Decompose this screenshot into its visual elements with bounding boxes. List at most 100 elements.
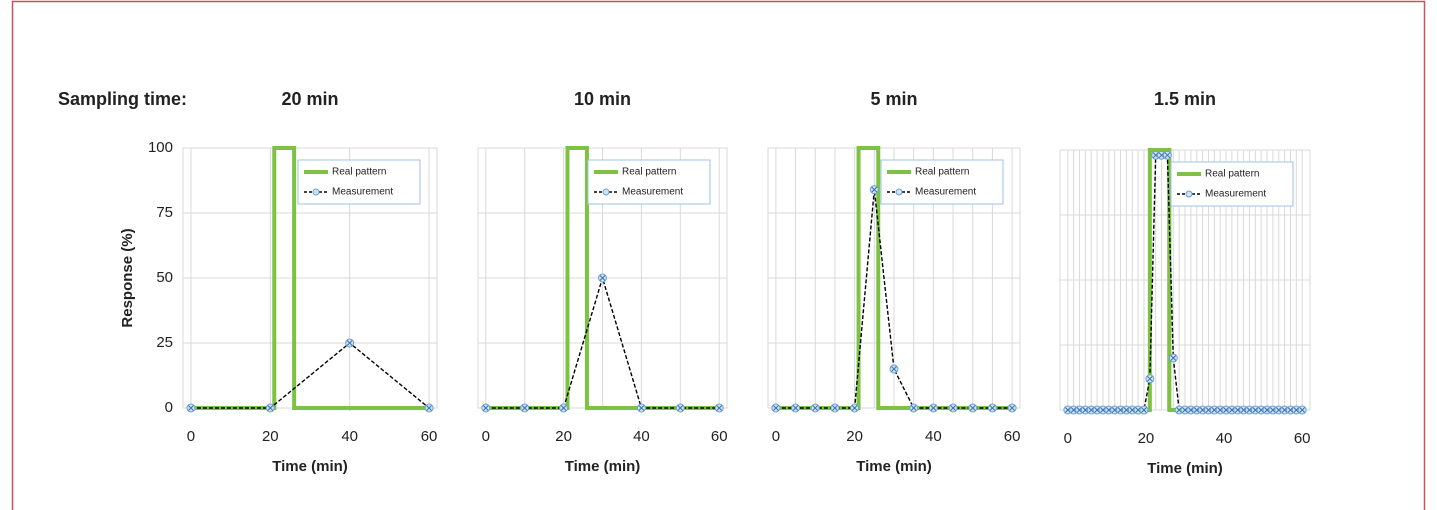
marker-cross	[1082, 407, 1089, 413]
x-axis-label: Time (min)	[856, 458, 932, 475]
measurement-marker	[424, 403, 434, 413]
measurement-marker	[481, 403, 491, 413]
marker-cross	[930, 405, 937, 411]
marker-cross	[1258, 407, 1265, 413]
legend-marker	[602, 188, 610, 196]
marker-cross	[1246, 407, 1253, 413]
marker-cross	[1182, 407, 1188, 413]
x-tick-label: 40	[925, 428, 942, 445]
measurement-marker	[889, 364, 899, 374]
measurement-marker	[714, 403, 724, 413]
legend-box	[297, 159, 421, 205]
marker-cross	[1088, 407, 1095, 413]
x-tick-label: 60	[711, 428, 728, 445]
x-axis-label: Time (min)	[1147, 460, 1223, 477]
marker-cross	[1170, 355, 1177, 361]
measurement-marker	[265, 403, 275, 413]
marker-cross	[812, 405, 819, 411]
marker-cross	[1094, 407, 1100, 413]
marker-cross	[969, 405, 976, 411]
marker-cross	[1164, 152, 1171, 159]
marker-cross	[1009, 405, 1015, 411]
measurement-marker	[1145, 374, 1155, 384]
marker-cross	[891, 366, 897, 372]
legend-label: Measurement	[332, 187, 393, 198]
marker-cross	[1146, 375, 1153, 382]
x-tick-label: 20	[1138, 430, 1155, 447]
legend-label: Real pattern	[915, 167, 969, 178]
marker-cross	[1141, 407, 1147, 413]
x-tick-label: 40	[341, 428, 358, 445]
marker-cross	[1275, 407, 1282, 413]
legend-label: Real pattern	[1205, 169, 1259, 180]
marker-cross	[989, 405, 996, 411]
marker-cross	[560, 405, 567, 411]
measurement-marker	[928, 403, 938, 413]
marker-cross	[792, 405, 799, 411]
x-tick-label: 40	[1216, 430, 1233, 447]
x-tick-label: 0	[1064, 430, 1072, 447]
marker-cross	[1205, 407, 1212, 413]
marker-cross	[1111, 407, 1118, 413]
marker-cross	[1270, 407, 1276, 413]
marker-cross	[677, 405, 684, 411]
y-tick-label: 50	[156, 269, 173, 286]
legend-marker	[1185, 190, 1193, 198]
x-tick-label: 60	[1294, 430, 1311, 447]
measurement-marker	[520, 403, 530, 413]
chart-title: 5 min	[870, 89, 917, 109]
y-axis-label: Response (%)	[119, 228, 136, 327]
measurement-marker	[968, 403, 978, 413]
marker-cross	[1264, 407, 1270, 413]
legend-label: Real pattern	[622, 167, 676, 178]
marker-cross	[1299, 407, 1306, 413]
marker-cross	[832, 405, 838, 411]
legend-label: Measurement	[622, 187, 683, 198]
marker-cross	[346, 340, 353, 346]
measurement-marker	[598, 273, 607, 283]
measurement-marker	[948, 403, 958, 413]
marker-cross	[638, 405, 645, 411]
y-tick-label: 0	[165, 399, 173, 416]
marker-cross	[426, 405, 432, 411]
marker-cross	[1076, 407, 1083, 413]
legend-label: Real pattern	[332, 167, 386, 178]
x-tick-label: 20	[846, 428, 863, 445]
marker-cross	[716, 405, 723, 411]
marker-cross	[1135, 407, 1141, 413]
marker-cross	[851, 405, 858, 411]
measurement-marker	[1291, 405, 1301, 415]
marker-cross	[1100, 407, 1106, 413]
legend-marker	[312, 188, 320, 196]
x-axis-label: Time (min)	[272, 458, 348, 475]
measurement-marker	[1139, 405, 1149, 415]
measurement-marker	[791, 403, 801, 413]
marker-cross	[1240, 407, 1247, 413]
marker-cross	[599, 275, 606, 281]
marker-cross	[1158, 152, 1165, 159]
marker-cross	[482, 405, 489, 411]
measurement-marker	[636, 403, 646, 413]
chart-title: 1.5 min	[1154, 89, 1216, 109]
measurement-marker	[345, 338, 355, 348]
x-axis-label: Time (min)	[565, 458, 641, 475]
marker-cross	[1117, 407, 1124, 413]
measurement-marker	[830, 403, 840, 413]
x-tick-label: 20	[555, 428, 572, 445]
measurement-marker	[1007, 403, 1017, 413]
marker-cross	[950, 405, 956, 411]
marker-cross	[1129, 407, 1136, 413]
marker-cross	[1211, 407, 1218, 413]
marker-cross	[1223, 407, 1229, 413]
measurement-marker	[186, 403, 196, 413]
measurement-marker	[1168, 353, 1178, 363]
measurement-marker	[771, 403, 781, 413]
legend-box	[587, 159, 711, 205]
marker-cross	[1217, 407, 1224, 413]
x-tick-label: 0	[482, 428, 490, 445]
y-tick-label: 25	[156, 334, 173, 351]
measurement-line	[190, 342, 430, 409]
measurement-marker	[675, 403, 685, 413]
